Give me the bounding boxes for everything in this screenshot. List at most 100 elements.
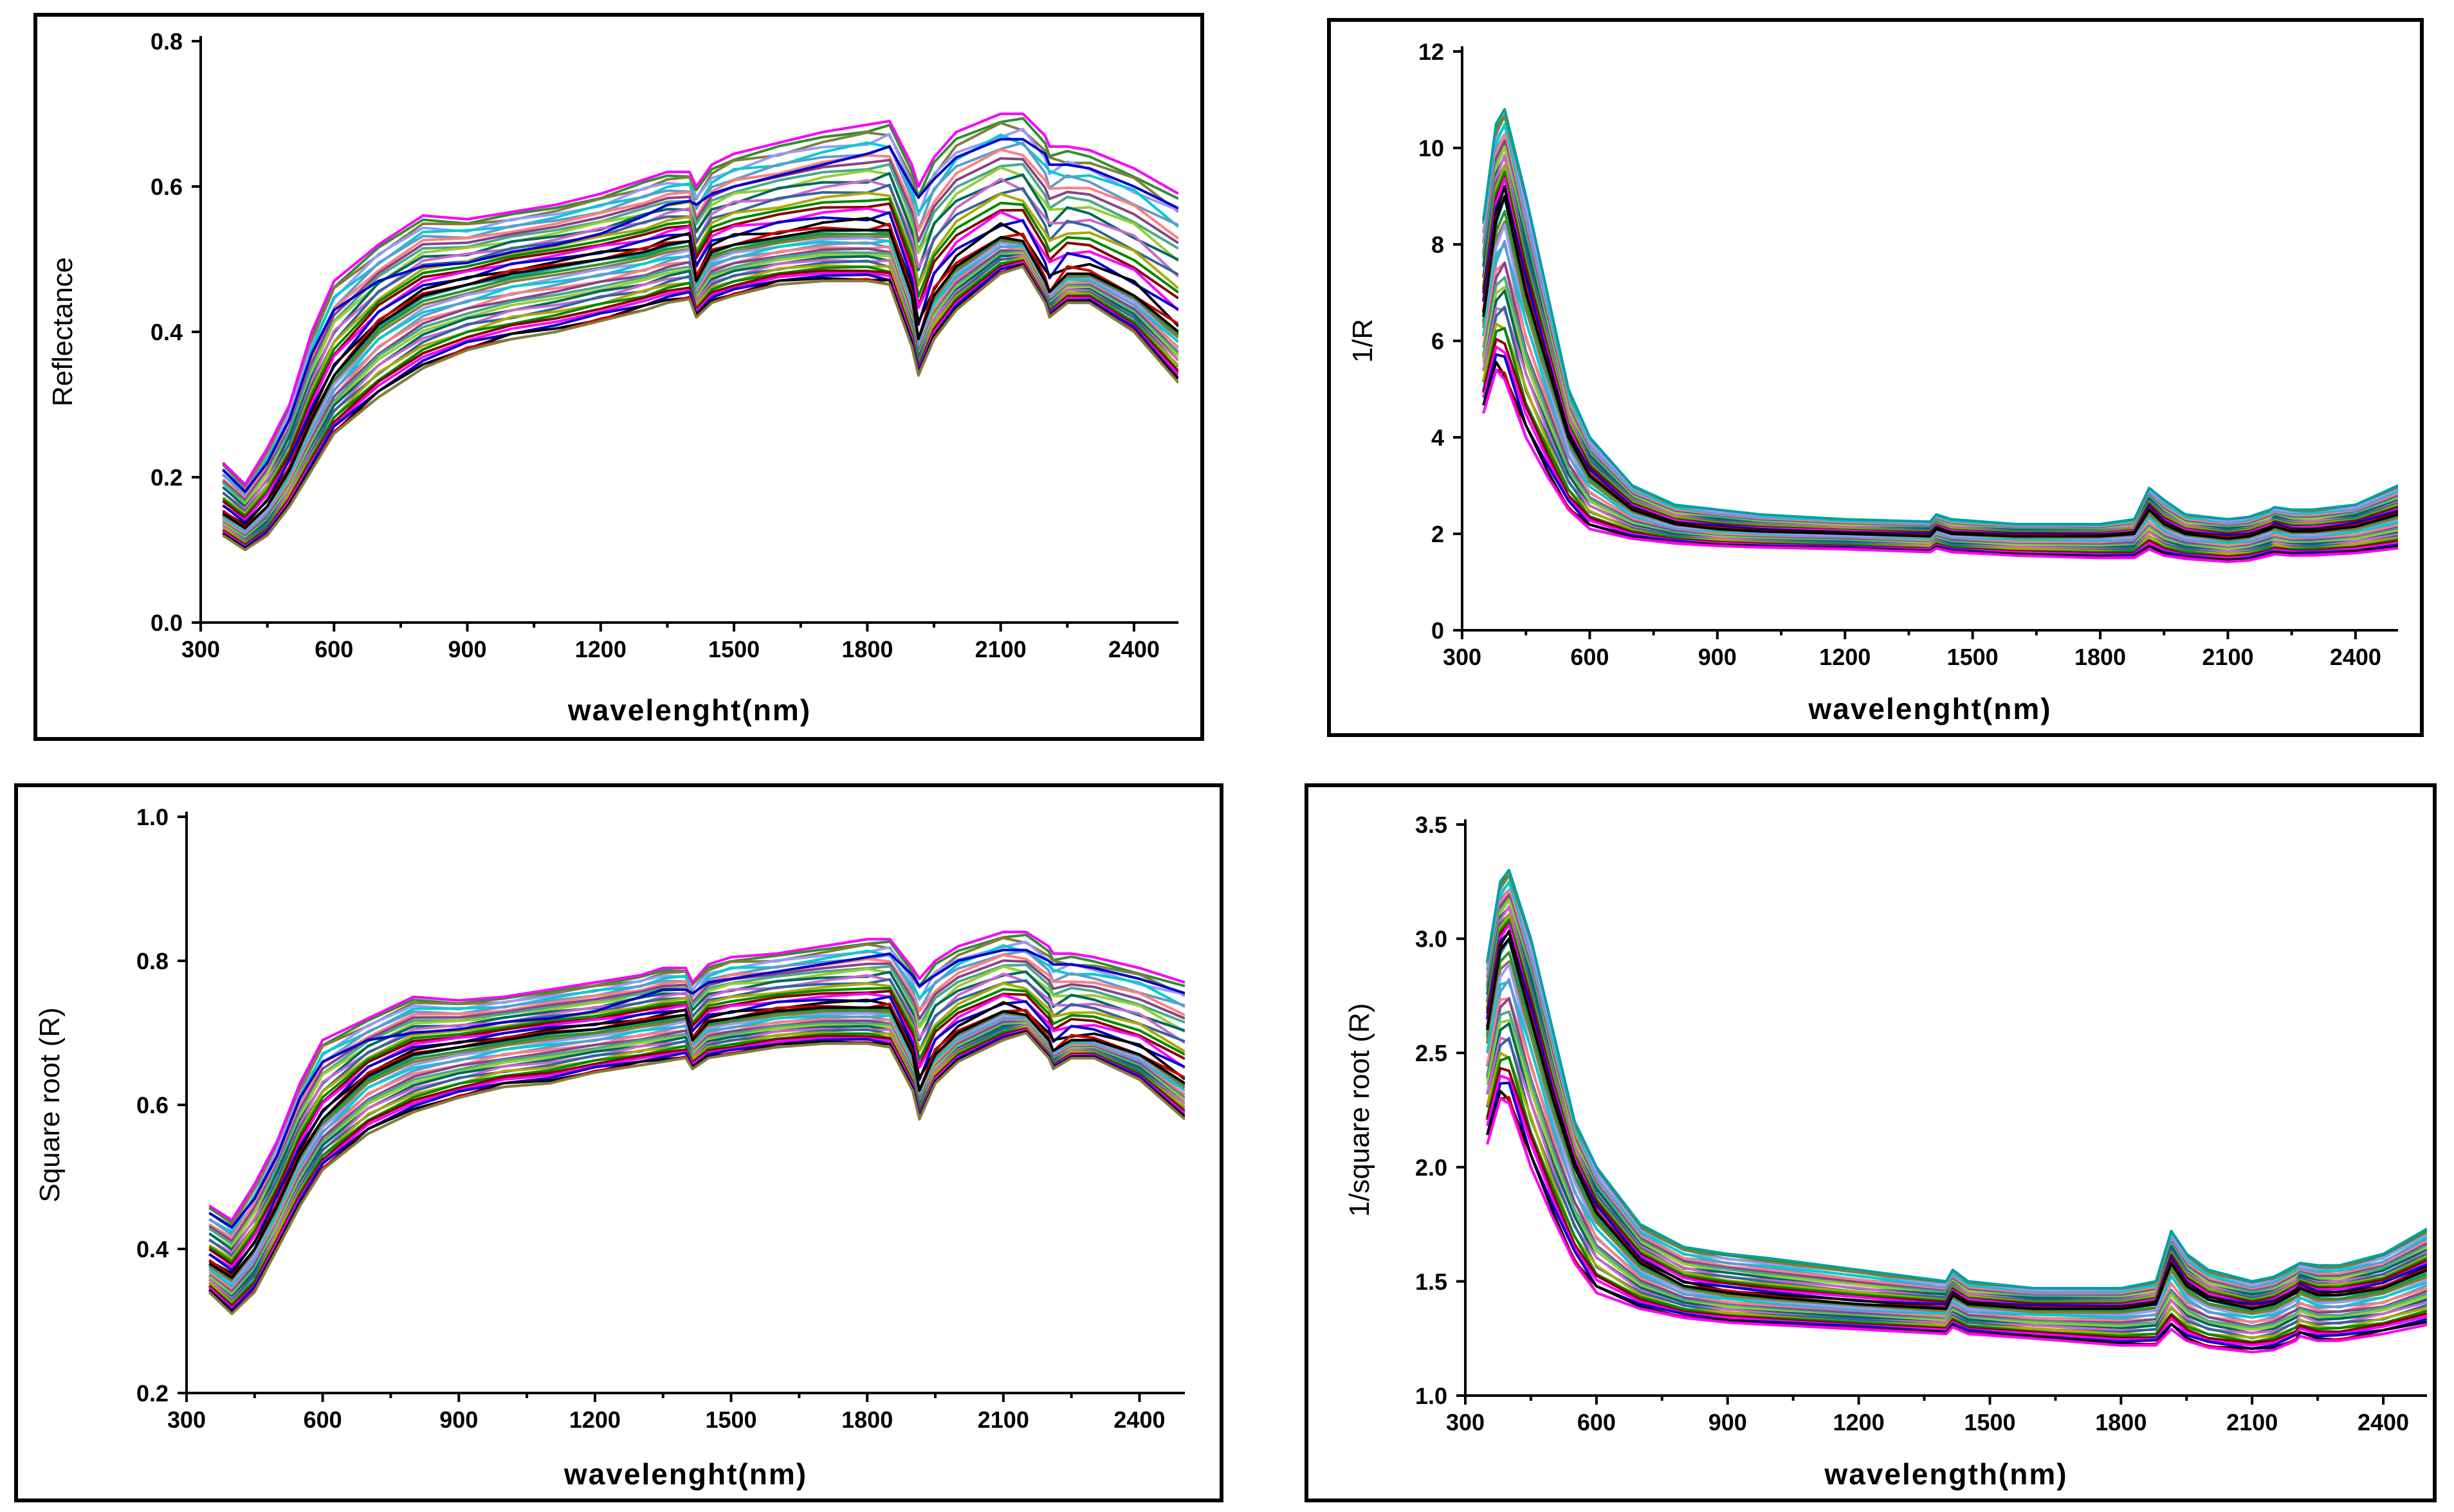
series-line (222, 265, 1178, 551)
spectrum-line (1482, 122, 2398, 529)
x-axis-title: wavelength(nm) (1824, 1457, 2067, 1491)
x-tick-label: 1800 (2095, 1409, 2147, 1435)
spectrum-line (222, 192, 1178, 515)
spectrum-line (1486, 1010, 2427, 1329)
series-line (222, 113, 1178, 486)
x-tick-label: 1200 (569, 1407, 621, 1433)
x-tick-label: 2100 (978, 1407, 1029, 1433)
spectrum-line (1486, 1055, 2427, 1343)
spectrum-line (1482, 114, 2398, 526)
spectrum-line (1486, 1081, 2427, 1350)
x-axis-title: wavelenght(nm) (567, 693, 811, 727)
series-line (222, 138, 1178, 493)
spectrum-line (208, 1032, 1185, 1315)
spectrum-line (208, 965, 1185, 1248)
spectrum-line (222, 207, 1178, 522)
x-tick-label: 900 (448, 636, 487, 662)
spectrum-line (1482, 108, 2398, 525)
x-tick-label: 1200 (1833, 1409, 1885, 1435)
x-tick-label: 900 (1708, 1409, 1747, 1435)
chart-frame (33, 13, 1204, 741)
x-tick-label: 2400 (2358, 1409, 2409, 1435)
series-line (208, 949, 1185, 1229)
chart-frame (1305, 783, 2437, 1502)
series-line (1482, 195, 2398, 540)
x-tick-label: 1800 (2074, 644, 2126, 670)
y-axis-title: 1/square root (R) (1344, 1003, 1375, 1217)
spectrum-line (1486, 951, 2427, 1313)
y-tick-label: 0.6 (151, 174, 183, 200)
plot-area (1482, 108, 2398, 563)
y-tick-label: 0.6 (136, 1092, 169, 1118)
y-tick-label: 1.0 (136, 804, 169, 830)
y-tick-label: 3.5 (1415, 812, 1447, 838)
spectrum-line (1482, 240, 2398, 547)
x-tick-label: 2400 (2330, 644, 2381, 670)
y-tick-label: 2 (1431, 521, 1444, 547)
spectrum-line (1482, 132, 2398, 529)
spectrum-line (222, 122, 1178, 491)
series-line (1486, 1097, 2427, 1354)
x-axis-title: wavelenght(nm) (1808, 692, 2051, 725)
y-tick-label: 0.2 (151, 464, 183, 491)
spectrum-line (222, 117, 1178, 488)
series-line (222, 228, 1178, 530)
x-tick-label: 1800 (841, 1407, 893, 1433)
spectrum-line (208, 992, 1185, 1269)
spectrum-line (208, 933, 1185, 1225)
y-tick-label: 1.5 (1415, 1268, 1447, 1295)
spectrum-line (1482, 261, 2398, 550)
x-tick-label: 600 (1577, 1409, 1616, 1435)
spectrum-line (1482, 305, 2398, 556)
spectrum-line (222, 202, 1178, 520)
series-line (208, 1006, 1185, 1279)
x-tick-label: 300 (1446, 1409, 1485, 1435)
spectrum-line (222, 166, 1178, 506)
spectrum-line (1486, 1022, 2427, 1334)
spectrum-line (208, 987, 1185, 1263)
chart-frame (14, 783, 1223, 1502)
series-line (208, 1032, 1185, 1315)
spectrum-line (208, 963, 1185, 1245)
y-tick-label: 0.0 (151, 610, 183, 636)
plot-area (1486, 869, 2427, 1354)
series-line (1486, 937, 2427, 1310)
series-line (1486, 869, 2427, 1290)
spectrum-line (222, 133, 1178, 495)
series-line (208, 931, 1185, 1222)
spectrum-line (1482, 327, 2398, 558)
chart-inverse-square-root-r: wavelength(nm) 1/square root (R) 300 600 9… (1305, 783, 2437, 1502)
y-tick-label: 2.5 (1415, 1040, 1447, 1066)
y-tick-label: 0.8 (151, 28, 183, 55)
chart-reflectance: wavelenght(nm) Reflectance 300 600 900 1200… (33, 13, 1204, 741)
spectrum-line (208, 982, 1185, 1260)
spectrum-line (222, 141, 1178, 497)
x-tick-label: 1200 (575, 636, 627, 662)
spectrum-line (1482, 124, 2398, 527)
y-tick-label: 1.0 (1415, 1383, 1447, 1409)
y-tick-label: 0.2 (136, 1380, 169, 1407)
y-tick-label: 10 (1418, 135, 1444, 161)
x-tick-label: 1500 (1964, 1409, 2015, 1435)
x-tick-label: 1500 (708, 636, 760, 662)
spectrum-line (1482, 114, 2398, 527)
series-line (1482, 108, 2398, 525)
x-tick-label: 1500 (705, 1407, 756, 1433)
spectrum-line (208, 978, 1185, 1257)
spectrum-line (1486, 997, 2427, 1328)
x-tick-label: 1200 (1819, 644, 1871, 670)
plot-area (208, 931, 1185, 1315)
x-tick-label: 600 (315, 636, 353, 662)
chart-square-root-r: wavelenght(nm) Square root (R) 300 600 900… (14, 783, 1223, 1502)
spectrum-line (222, 197, 1178, 517)
y-tick-label: 0.4 (151, 319, 183, 345)
spectrum-line (1482, 353, 2398, 561)
y-tick-label: 0 (1431, 617, 1444, 644)
x-tick-label: 600 (1570, 644, 1609, 670)
spectrum-line (208, 990, 1185, 1266)
y-tick-label: 2.0 (1415, 1154, 1447, 1181)
y-tick-label: 8 (1431, 232, 1444, 258)
chart-frame (1327, 18, 2424, 737)
x-tick-label: 300 (181, 636, 220, 662)
x-tick-label: 900 (439, 1407, 478, 1433)
